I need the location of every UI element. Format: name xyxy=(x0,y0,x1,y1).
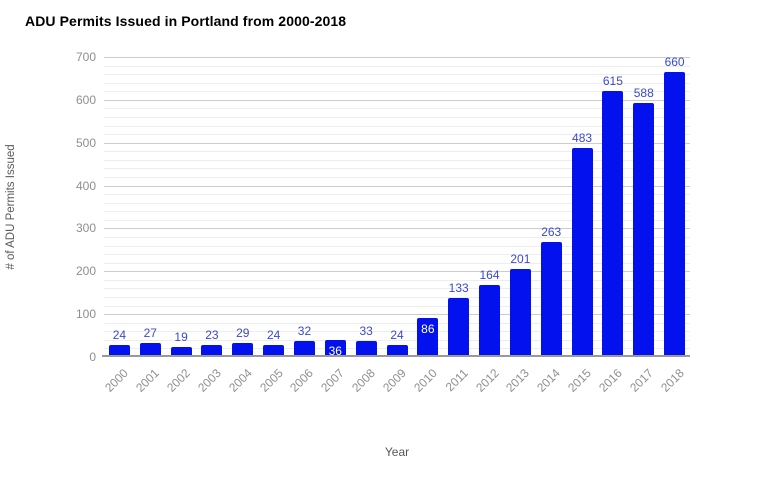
plot-area: 24 27 19 23 29 24 32 36 33 24 86 133 164 201 263 483 615… xyxy=(102,55,690,358)
bars-layer xyxy=(104,57,690,357)
gridline-minor xyxy=(104,331,690,333)
gridline-minor xyxy=(104,211,690,213)
bar-2011[interactable] xyxy=(448,298,470,355)
value-label-2003: 23 xyxy=(205,328,219,343)
gridline-minor xyxy=(104,125,690,127)
gridline-minor xyxy=(104,297,690,298)
y-tick-600: 600 xyxy=(75,92,96,107)
gridline-major xyxy=(104,99,690,101)
gridline-minor xyxy=(104,91,690,93)
bar-2010[interactable] xyxy=(417,318,439,355)
gridline-minor xyxy=(104,82,690,84)
value-labels-layer: 24 27 19 23 29 24 32 36 33 24 86 133 164 201 263 483 615… xyxy=(104,55,690,358)
bar-2008[interactable] xyxy=(355,340,377,355)
gridline-minor xyxy=(104,65,690,67)
value-label-2017: 588 xyxy=(633,86,654,100)
value-label-2013: 201 xyxy=(510,251,531,266)
bar-2012[interactable] xyxy=(479,284,501,355)
gridline-minor xyxy=(104,237,690,238)
y-axis-title: # of ADU Permits Issued xyxy=(5,144,17,270)
value-label-2001: 27 xyxy=(143,326,157,341)
bar-2002[interactable] xyxy=(170,346,192,355)
value-label-2018: 660 xyxy=(664,55,685,70)
gridline-major xyxy=(104,57,690,58)
gridline-minor xyxy=(104,288,690,290)
chart-title: ADU Permits Issued in Portland from 2000… xyxy=(25,13,347,29)
value-label-2007: 36 xyxy=(328,343,342,358)
bar-2006[interactable] xyxy=(293,341,315,355)
value-label-2002: 19 xyxy=(174,329,188,344)
x-axis-title: Year xyxy=(384,445,410,459)
y-tick-200: 200 xyxy=(75,264,96,279)
gridline-minor xyxy=(104,254,690,256)
bar-2004[interactable] xyxy=(232,342,254,355)
value-label-2008: 33 xyxy=(359,323,373,338)
value-label-2012: 164 xyxy=(479,267,500,282)
bar-2007[interactable] xyxy=(324,339,346,355)
value-label-2009: 24 xyxy=(390,327,404,342)
gridline-minor xyxy=(104,219,690,221)
x-axis-line xyxy=(102,355,690,357)
value-label-2004: 29 xyxy=(236,325,250,340)
bar-2005[interactable] xyxy=(263,344,285,355)
gridline-major xyxy=(104,271,690,273)
gridline-minor xyxy=(104,305,690,307)
value-label-2016: 615 xyxy=(602,74,623,89)
value-label-2015: 483 xyxy=(572,131,593,145)
bar-2014[interactable] xyxy=(540,242,562,355)
gridline-minor xyxy=(104,177,690,178)
gridline-minor xyxy=(104,322,690,324)
y-tick-700: 700 xyxy=(75,50,96,64)
bar-2000[interactable] xyxy=(108,344,130,355)
gridline-minor xyxy=(104,202,690,204)
gridline-major xyxy=(104,314,690,316)
gridline-minor xyxy=(104,194,690,196)
bar-2018[interactable] xyxy=(664,72,686,355)
value-label-2006: 32 xyxy=(297,324,312,339)
value-label-2011: 133 xyxy=(448,281,469,295)
value-label-2000: 24 xyxy=(112,327,127,342)
y-tick-400: 400 xyxy=(75,178,96,193)
gridline-minor xyxy=(104,168,690,170)
bar-2013[interactable] xyxy=(509,268,531,355)
gridline-major xyxy=(104,142,690,144)
value-label-2010: 86 xyxy=(421,322,435,337)
bar-2017[interactable] xyxy=(633,103,655,355)
gridline-minor xyxy=(104,159,690,161)
value-label-2014: 263 xyxy=(541,225,562,240)
y-tick-100: 100 xyxy=(75,307,96,322)
gridline-minor xyxy=(104,279,690,281)
gridline-minor xyxy=(104,339,690,341)
bar-2016[interactable] xyxy=(602,91,624,355)
gridline-minor xyxy=(104,134,690,136)
gridline-minor xyxy=(104,262,690,264)
y-tick-0: 0 xyxy=(89,350,96,364)
value-label-2005: 24 xyxy=(266,327,281,342)
gridline-minor xyxy=(104,74,690,76)
bar-2015[interactable] xyxy=(571,148,593,355)
gridline-minor xyxy=(104,108,690,110)
gridlines-layer xyxy=(104,57,690,357)
bar-2003[interactable] xyxy=(201,345,223,355)
gridline-minor xyxy=(104,117,690,118)
bar-2009[interactable] xyxy=(386,344,408,355)
gridline-major xyxy=(104,228,690,230)
bar-2001[interactable] xyxy=(139,343,161,355)
gridline-major xyxy=(104,185,690,187)
gridline-minor xyxy=(104,151,690,153)
y-tick-300: 300 xyxy=(75,221,96,236)
gridline-minor xyxy=(104,245,690,247)
y-tick-500: 500 xyxy=(75,135,96,150)
